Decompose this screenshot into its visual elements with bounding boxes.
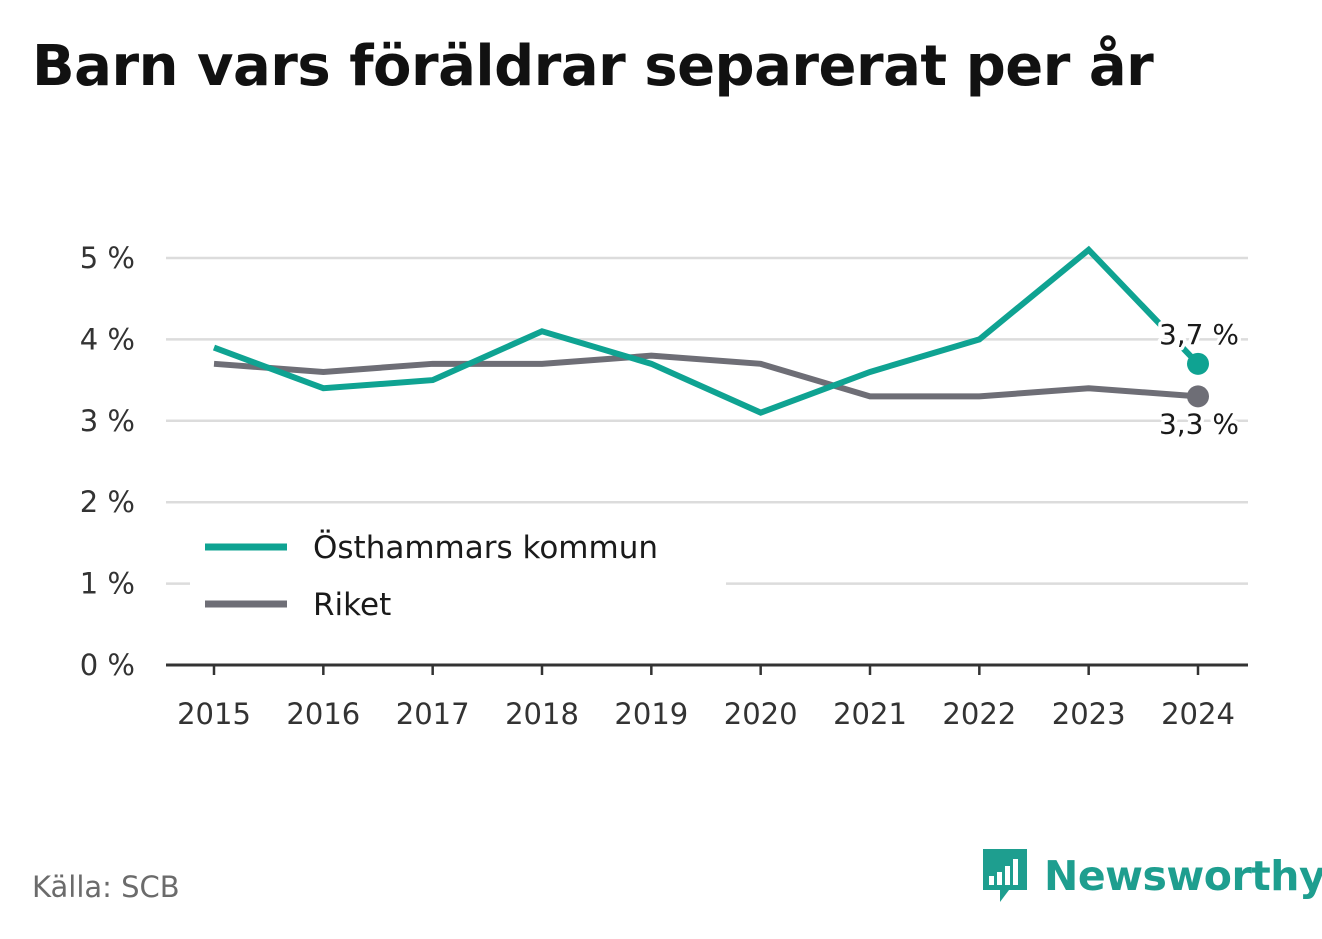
x-tick-label: 2018 [505, 697, 579, 731]
end-value-label: 3,7 % [1159, 318, 1239, 351]
x-tick-label: 2021 [833, 697, 907, 731]
bar-chart-speech-bubble-icon [983, 849, 1027, 902]
line-chart: 0 %1 %2 %3 %4 %5 % 2015 2016 2017 2018 2019 2… [80, 241, 1248, 731]
y-tick-label: 4 % [80, 322, 135, 356]
series-end-marker [1187, 385, 1209, 408]
source-note: Källa: SCB [32, 870, 180, 904]
legend: Östhammars kommun Riket [190, 515, 726, 633]
y-tick-label: 2 % [80, 485, 135, 519]
chart-title: Barn vars föräldrar separerat per år [32, 34, 1154, 99]
end-labels: 3,7 % 3,3 % [1155, 314, 1242, 444]
x-axis: 2015 2016 2017 2018 2019 2020 2021 2022 2023 2024 [166, 663, 1248, 731]
y-tick-label: 1 % [80, 567, 135, 601]
x-tick-label: 2019 [614, 697, 688, 731]
series-line [213, 352, 1199, 400]
x-tick-label: 2024 [1161, 697, 1235, 731]
x-tick-label: 2020 [724, 697, 798, 731]
x-tick-label: 2017 [396, 697, 470, 731]
legend-label: Riket [313, 587, 391, 623]
series-end-marker [1187, 352, 1209, 375]
x-tick-label: 2022 [942, 697, 1016, 731]
x-tick-label: 2015 [177, 697, 251, 731]
series-lines [212, 245, 1209, 416]
x-tick-label: 2023 [1052, 697, 1126, 731]
brand-name: Newsworthy [1044, 852, 1322, 900]
y-axis-tick-labels: 0 % 1 % 2 % 3 % 4 % 5 % [80, 241, 135, 682]
brand-logo: Newsworthy [980, 846, 1322, 906]
series-line [212, 245, 1201, 416]
end-value-label: 3,3 % [1159, 407, 1239, 440]
y-tick-label: 0 % [80, 648, 135, 682]
legend-background [190, 515, 726, 633]
y-tick-label: 5 % [80, 241, 135, 275]
y-tick-label: 3 % [80, 404, 135, 438]
legend-label: Östhammars kommun [313, 529, 658, 566]
x-tick-label: 2016 [286, 697, 360, 731]
